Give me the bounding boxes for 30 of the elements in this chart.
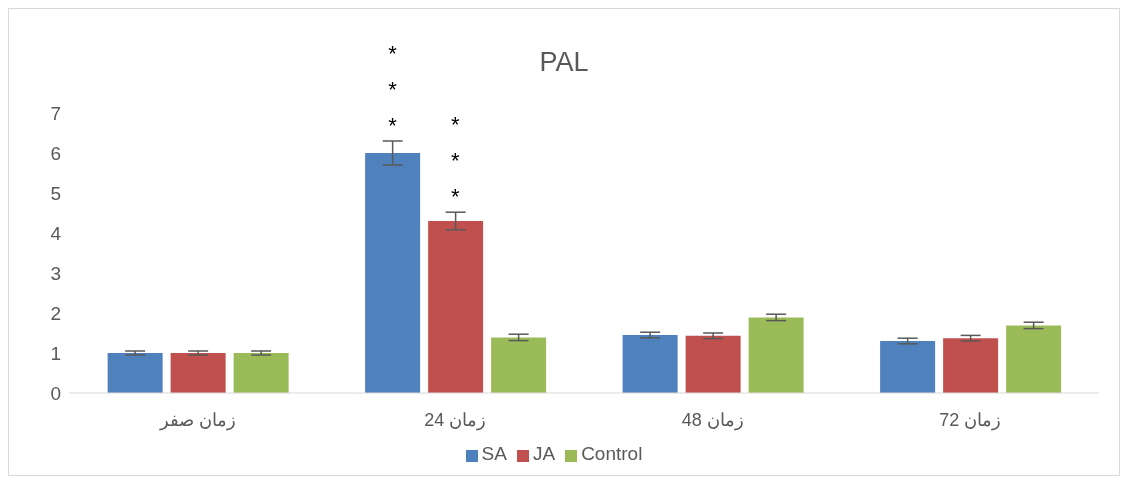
x-tick-label: زمان 24 [424, 409, 487, 431]
y-tick-label: 1 [50, 342, 61, 364]
annotation: *** [450, 112, 460, 210]
bar [622, 335, 678, 393]
y-tick-label: 6 [50, 142, 61, 164]
legend-label: JA [532, 443, 556, 464]
legend-label: Control [581, 443, 643, 464]
y-tick-label: 2 [50, 302, 61, 324]
bar [428, 221, 484, 393]
bar [491, 337, 547, 393]
y-tick-label: 3 [50, 262, 61, 284]
y-tick-label: 7 [50, 102, 61, 124]
bar [233, 353, 289, 393]
bar [170, 353, 226, 393]
bar [880, 341, 936, 393]
annotation: *** [388, 41, 398, 138]
y-tick-label: 0 [50, 382, 61, 404]
x-tick-label: زمان صفر [158, 409, 236, 431]
bar [107, 353, 163, 393]
y-tick-label: 5 [50, 182, 61, 204]
chart-title: PAL [539, 47, 589, 77]
bar [685, 335, 741, 393]
y-tick-label: 4 [50, 222, 62, 244]
x-tick-label: زمان 48 [681, 409, 744, 431]
x-tick-label: زمان 72 [939, 409, 1002, 431]
legend-label: SA [481, 443, 507, 464]
bar [365, 153, 421, 393]
bar [943, 338, 999, 393]
bar [1006, 325, 1062, 393]
bar [748, 317, 804, 393]
